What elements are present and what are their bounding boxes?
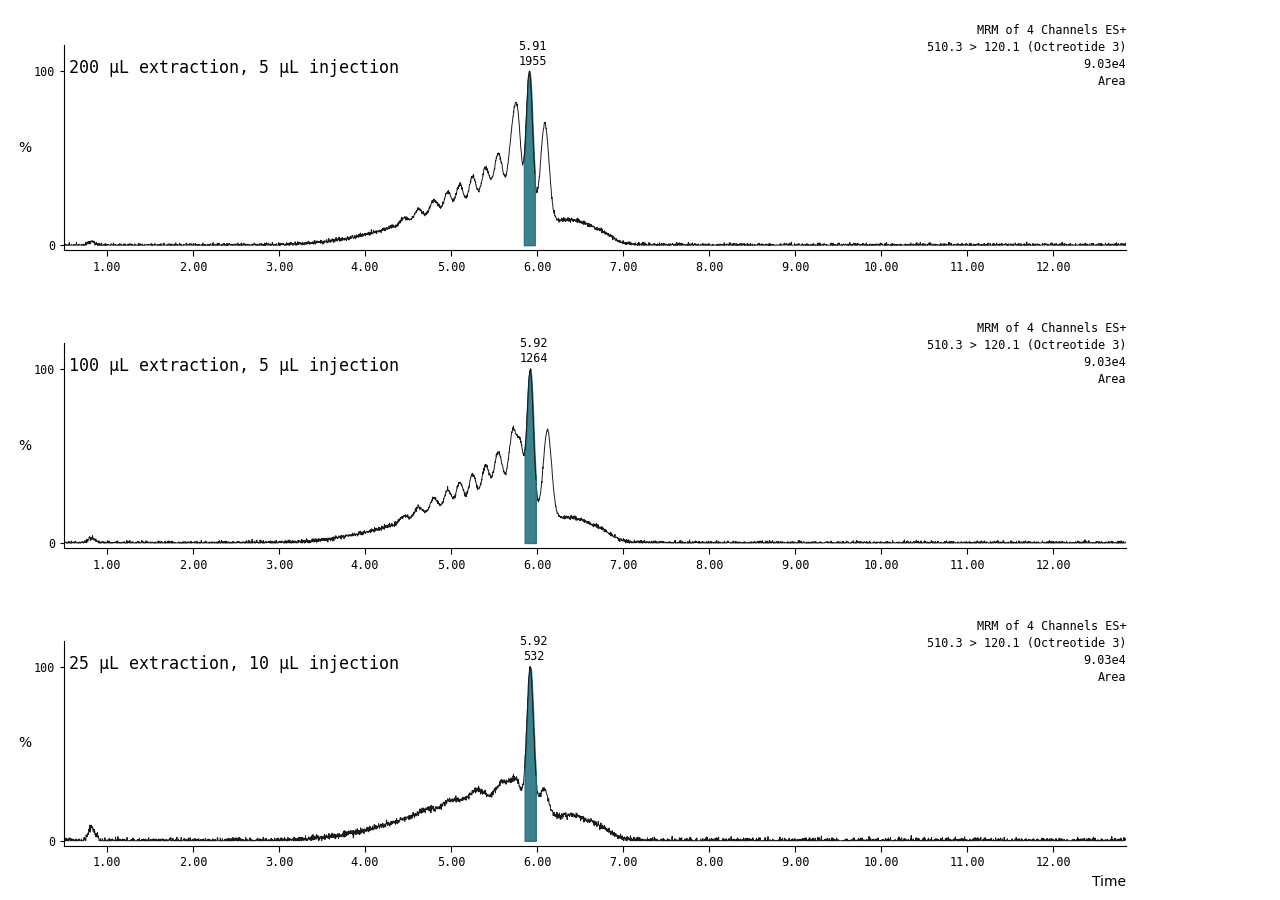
Y-axis label: %: %	[19, 438, 32, 453]
Text: MRM of 4 Channels ES+
510.3 > 120.1 (Octreotide 3)
9.03e4
Area: MRM of 4 Channels ES+ 510.3 > 120.1 (Oct…	[927, 620, 1126, 684]
Y-axis label: %: %	[19, 140, 32, 155]
Text: 5.92
532: 5.92 532	[520, 635, 548, 663]
Text: 100 μL extraction, 5 μL injection: 100 μL extraction, 5 μL injection	[69, 357, 399, 375]
Text: 5.91
1955: 5.91 1955	[518, 40, 547, 68]
Text: MRM of 4 Channels ES+
510.3 > 120.1 (Octreotide 3)
9.03e4
Area: MRM of 4 Channels ES+ 510.3 > 120.1 (Oct…	[927, 24, 1126, 88]
Text: 200 μL extraction, 5 μL injection: 200 μL extraction, 5 μL injection	[69, 59, 399, 77]
X-axis label: Time: Time	[1092, 875, 1126, 889]
Text: MRM of 4 Channels ES+
510.3 > 120.1 (Octreotide 3)
9.03e4
Area: MRM of 4 Channels ES+ 510.3 > 120.1 (Oct…	[927, 322, 1126, 386]
Y-axis label: %: %	[19, 736, 32, 751]
Text: 5.92
1264: 5.92 1264	[520, 338, 548, 365]
Text: 25 μL extraction, 10 μL injection: 25 μL extraction, 10 μL injection	[69, 655, 399, 673]
